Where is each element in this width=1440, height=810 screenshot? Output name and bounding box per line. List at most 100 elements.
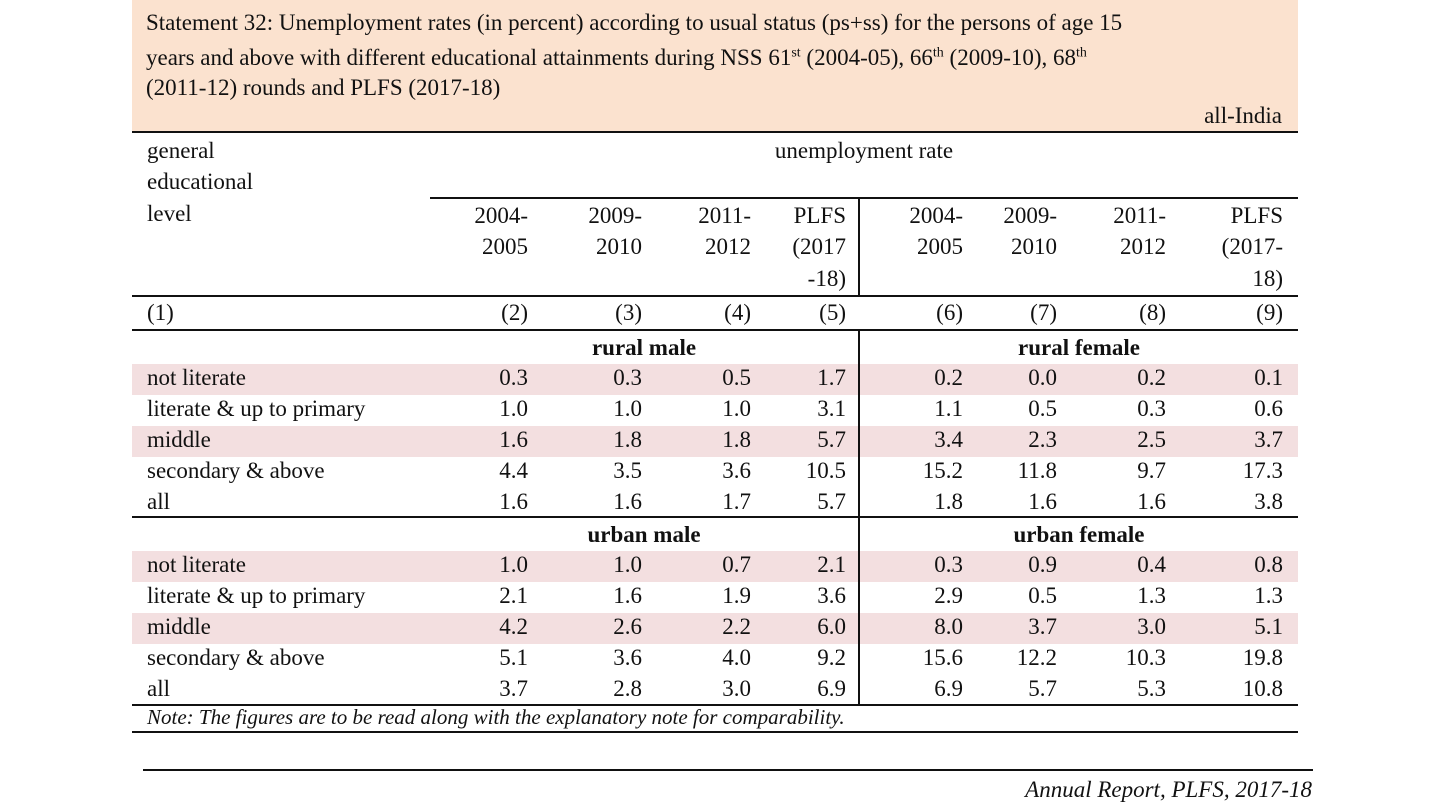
table-cell-value: 19.8 <box>1242 645 1283 670</box>
year-header-line1: 2004- <box>474 203 528 228</box>
table-cell-value: 3.6 <box>817 583 846 608</box>
table-cell-value: 2.9 <box>934 583 963 608</box>
table-cell-value: 1.6 <box>499 489 528 514</box>
col1-header-line1: general <box>147 138 215 163</box>
table-cell-value: 3.6 <box>722 458 751 483</box>
table-cell-value: 1.7 <box>722 489 751 514</box>
column-number: (7) <box>1030 300 1057 325</box>
table-cell-value: 1.3 <box>1137 583 1166 608</box>
table-cell-value: 15.6 <box>922 645 963 670</box>
table-cell-value: 1.6 <box>613 583 642 608</box>
row-label: all <box>147 489 170 514</box>
table-bottom-rule <box>132 704 1298 706</box>
table-cell-value: 1.0 <box>613 552 642 577</box>
table-cell-value: 5.7 <box>1028 676 1057 701</box>
column-number: (3) <box>615 300 642 325</box>
table-cell-value: 1.7 <box>817 365 846 390</box>
table-cell-value: 5.1 <box>1254 614 1283 639</box>
column-number: (8) <box>1139 300 1166 325</box>
year-header-line3: -18) <box>807 266 846 291</box>
table-cell-value: 3.6 <box>613 645 642 670</box>
table-top-rule <box>132 131 1298 133</box>
row-label: all <box>147 676 170 701</box>
title-line2-part: (2004-05), 66 <box>800 44 933 70</box>
year-header-line3: 18) <box>1252 266 1283 291</box>
table-cell-value: 5.7 <box>817 489 846 514</box>
table-cell-value: 3.7 <box>1028 614 1057 639</box>
year-header-line2: (2017 <box>792 234 846 259</box>
table-cell-value: 1.0 <box>613 396 642 421</box>
column-number: (5) <box>819 300 846 325</box>
title-sup: th <box>932 45 944 60</box>
table-cell-value: 9.2 <box>817 645 846 670</box>
table-cell-value: 5.3 <box>1137 676 1166 701</box>
table-cell-value: 4.0 <box>722 645 751 670</box>
table-cell-value: 2.2 <box>722 614 751 639</box>
table-cell-value: 5.7 <box>817 427 846 452</box>
row-label: literate & up to primary <box>147 396 366 421</box>
table-cell-value: 2.1 <box>817 552 846 577</box>
table-cell-value: 2.6 <box>613 614 642 639</box>
table-cell-value: 2.1 <box>499 583 528 608</box>
title-sup: st <box>791 45 801 60</box>
table-cell-value: 2.8 <box>613 676 642 701</box>
statement-title: Statement 32: Unemployment rates (in per… <box>146 8 1286 103</box>
year-header-line1: 2009- <box>588 203 642 228</box>
footer-rule <box>143 769 1313 771</box>
title-line1: Statement 32: Unemployment rates (in per… <box>146 10 1123 35</box>
table-cell-value: 0.3 <box>1137 396 1166 421</box>
table-cell-value: 5.1 <box>499 645 528 670</box>
table-cell-value: 0.7 <box>722 552 751 577</box>
section-label-left: rural male <box>591 335 697 360</box>
section-label-right: urban female <box>1013 522 1145 547</box>
column-number: (1) <box>147 300 174 325</box>
row-label: secondary & above <box>147 645 325 670</box>
table-cell-value: 3.7 <box>1254 427 1283 452</box>
year-header-line2: 2005 <box>917 234 963 259</box>
table-cell-value: 1.6 <box>1028 489 1057 514</box>
table-cell-value: 0.5 <box>1028 583 1057 608</box>
title-line3: (2011-12) rounds and PLFS (2017-18) <box>146 74 501 100</box>
table-cell-value: 1.9 <box>722 583 751 608</box>
table-cell-value: 0.2 <box>934 365 963 390</box>
table-cell-value: 1.0 <box>499 396 528 421</box>
year-header-line2: (2017- <box>1221 234 1283 259</box>
year-header-line2: 2012 <box>1120 234 1166 259</box>
table-cell-value: 1.6 <box>499 427 528 452</box>
table-cell-value: 9.7 <box>1137 458 1166 483</box>
statement-title-box: Statement 32: Unemployment rates (in per… <box>132 0 1298 131</box>
section-label-right: rural female <box>1018 335 1140 360</box>
table-cell-value: 1.3 <box>1254 583 1283 608</box>
page-footer: Annual Report, PLFS, 2017-18 <box>1025 777 1312 802</box>
year-header-line2: 2010 <box>1011 234 1057 259</box>
column-number-rule <box>132 329 1298 331</box>
table-cell-value: 8.0 <box>934 614 963 639</box>
header-divider <box>858 199 860 296</box>
year-header-line1: 2004- <box>909 203 963 228</box>
column-number: (2) <box>501 300 528 325</box>
body-divider <box>858 331 860 705</box>
table-cell-value: 6.9 <box>817 676 846 701</box>
table-cell-value: 2.3 <box>1028 427 1057 452</box>
table-cell-value: 4.4 <box>499 458 528 483</box>
header-bottom-rule <box>132 295 1298 297</box>
table-cell-value: 0.4 <box>1137 552 1166 577</box>
row-highlight-band <box>132 426 1298 457</box>
table-cell-value: 0.3 <box>613 365 642 390</box>
table-cell-value: 1.6 <box>613 489 642 514</box>
title-line2-part: (2009-10), 68 <box>943 44 1077 70</box>
title-line2: years and above with different education… <box>146 45 1087 70</box>
table-cell-value: 3.4 <box>934 427 963 452</box>
table-cell-value: 3.0 <box>722 676 751 701</box>
table-cell-value: 1.8 <box>613 427 642 452</box>
year-header-line2: 2005 <box>482 234 528 259</box>
table-cell-value: 0.2 <box>1137 365 1166 390</box>
table-cell-value: 3.7 <box>499 676 528 701</box>
table-cell-value: 0.9 <box>1028 552 1057 577</box>
group-header: unemployment rate <box>774 138 954 163</box>
year-header-line1: PLFS <box>1230 203 1283 228</box>
table-cell-value: 0.0 <box>1028 365 1057 390</box>
note-bottom-rule <box>132 731 1298 733</box>
table-cell-value: 0.6 <box>1254 396 1283 421</box>
row-label: middle <box>147 614 211 639</box>
